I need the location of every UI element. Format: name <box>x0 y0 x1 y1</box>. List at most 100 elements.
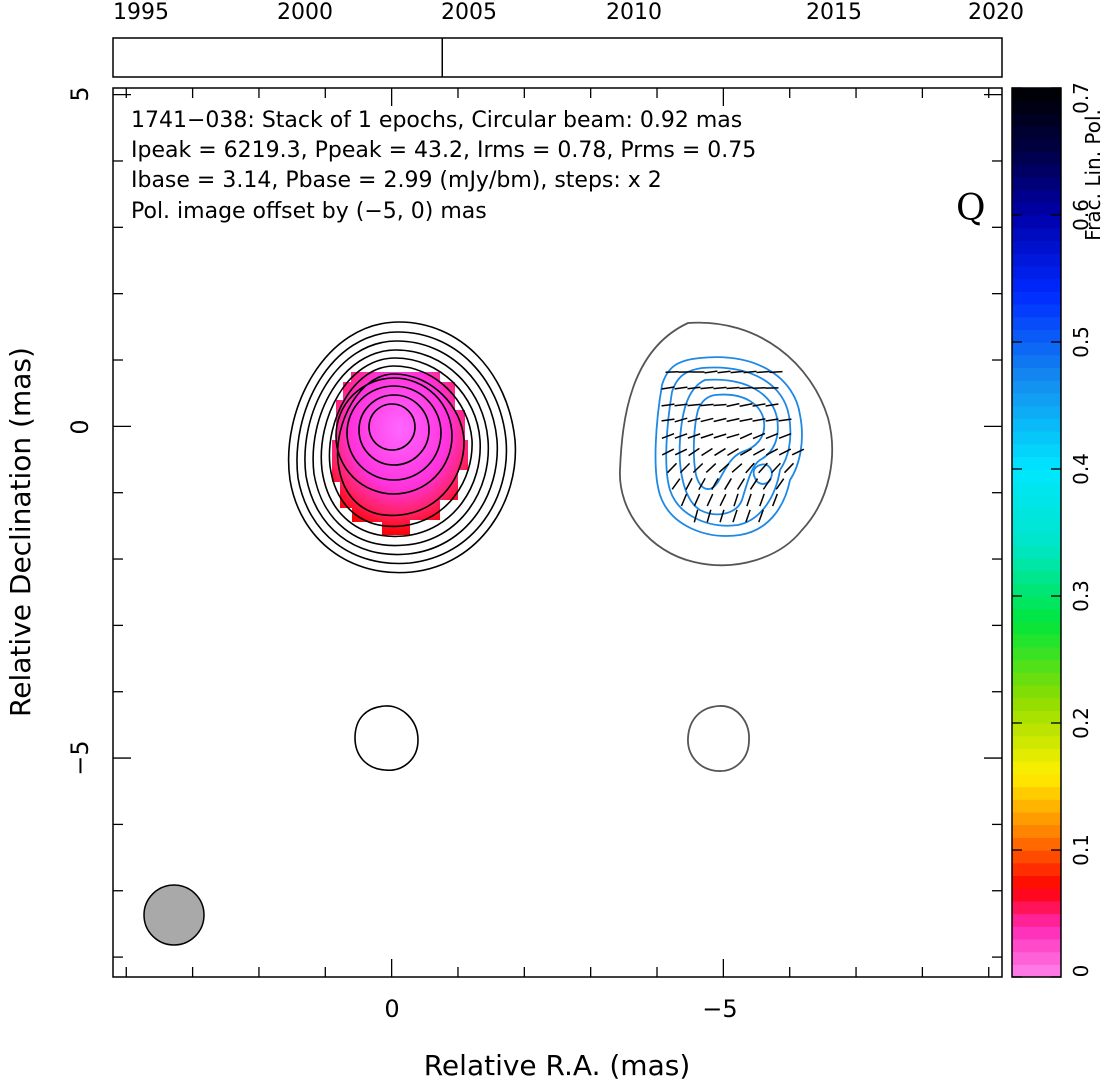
colorbar-swatch <box>1012 938 1061 953</box>
evpa-stick <box>718 463 730 473</box>
colorbar-tick-label: 0.5 <box>1069 326 1093 358</box>
colorbar-swatch <box>1012 659 1061 673</box>
contour-level <box>346 385 442 481</box>
evpa-stick <box>693 509 699 523</box>
evpa-stick <box>778 448 792 456</box>
colorbar-swatch <box>1012 100 1061 114</box>
evpa-stick <box>745 462 755 474</box>
colorbar-swatch <box>1012 684 1061 699</box>
colorbar-swatch <box>1012 418 1061 432</box>
colorbar-swatch <box>1012 507 1061 521</box>
evpa-stick <box>739 418 753 422</box>
contour-level <box>312 349 490 547</box>
colorbar-swatch <box>1012 367 1061 381</box>
intensity-outline <box>619 321 833 567</box>
evpa-stick <box>791 448 805 456</box>
colorbar-swatch <box>1012 405 1061 419</box>
axis-ticks <box>113 88 1002 977</box>
contour-level <box>665 366 792 527</box>
colorbar-ticks: 0 0.1 0.2 0.3 0.4 0.5 0.6 0.7 <box>1012 82 1093 978</box>
colorbar-swatch <box>1012 227 1061 241</box>
info-line: Ipeak = 6219.3, Ppeak = 43.2, Irms = 0.7… <box>131 138 756 163</box>
contour-level <box>287 321 517 574</box>
colorbar-swatch <box>1012 443 1061 457</box>
colorbar-swatch <box>1012 786 1061 800</box>
evpa-stick <box>756 370 770 374</box>
contour-level <box>328 365 473 528</box>
contour-level <box>678 378 779 516</box>
colorbar-swatch <box>1012 799 1061 813</box>
evpa-stick <box>661 403 675 407</box>
colorbar-swatch <box>1012 278 1061 292</box>
evpa-stick <box>688 447 700 457</box>
info-line: Ibase = 3.14, Pbase = 2.99 (mJy/bm), ste… <box>131 168 662 193</box>
colorbar-frame <box>1011 87 1062 978</box>
evpa-stick <box>674 448 688 456</box>
polarized-intensity-contours <box>654 356 803 537</box>
colorbar-swatch <box>1012 354 1061 368</box>
evpa-stick <box>700 417 714 423</box>
colorbar-swatch <box>1012 494 1061 508</box>
colorbar-swatch <box>1012 735 1061 749</box>
colorbar-swatch <box>1012 621 1061 635</box>
evpa-stick <box>674 403 688 407</box>
colorbar-swatch <box>1012 189 1061 203</box>
band-label: Q <box>956 188 986 229</box>
colorbar-swatch <box>1012 316 1061 330</box>
evpa-stick <box>727 448 739 456</box>
colorbar-swatch <box>1012 291 1061 305</box>
evpa-stick <box>752 448 766 456</box>
y-axis-label: Relative Declination (mas) <box>4 347 37 717</box>
evpa-stick <box>674 386 688 390</box>
contour-level <box>752 463 773 485</box>
evpa-stick <box>687 433 701 439</box>
colorbar-swatch <box>1012 456 1061 470</box>
colorbar-swatch <box>1012 951 1061 965</box>
evpa-stick <box>671 478 681 490</box>
contour-level <box>354 705 419 771</box>
colorbar-swatch <box>1012 850 1061 864</box>
evpa-stick <box>778 418 792 422</box>
colorbar-swatch <box>1012 862 1061 876</box>
evpa-stick <box>685 477 693 491</box>
colorbar-swatch <box>1012 545 1061 559</box>
evpa-stick <box>693 493 701 507</box>
evpa-stick <box>713 433 727 439</box>
colorbar-swatch <box>1012 519 1061 534</box>
map-annotations: 1741−038: Stack of 1 epochs, Circular be… <box>131 108 986 229</box>
evpa-stick <box>783 462 795 474</box>
evpa-stick <box>700 433 714 439</box>
evpa-stick <box>733 493 739 507</box>
colorbar-swatches <box>1012 88 1061 978</box>
y-tick-label: −5 <box>66 740 94 775</box>
y-tick-label: 0 <box>66 419 94 434</box>
year-label: 2005 <box>441 0 497 25</box>
evpa-stick <box>719 509 725 523</box>
colorbar-swatch <box>1012 557 1061 572</box>
intensity-contours <box>287 321 517 771</box>
evpa-stick <box>706 509 712 523</box>
x-tick-label: −5 <box>702 995 737 1023</box>
colorbar-swatch <box>1012 303 1061 318</box>
evpa-stick <box>661 432 675 440</box>
x-axis-label: Relative R.A. (mas) <box>424 1049 691 1082</box>
colorbar-swatch <box>1012 596 1061 610</box>
evpa-stick <box>700 386 714 390</box>
colorbar-swatch <box>1012 634 1061 648</box>
evpa-stick <box>711 477 719 491</box>
contour-level <box>336 373 465 517</box>
evpa-stick <box>739 448 753 456</box>
colorbar-swatch <box>1012 481 1061 495</box>
evpa-stick <box>679 462 691 474</box>
evpa-stick <box>726 433 740 439</box>
colorbar-swatch <box>1012 88 1061 102</box>
polarization-image <box>619 321 833 772</box>
colorbar: 0 0.1 0.2 0.3 0.4 0.5 0.6 0.7 Frac. Lin. Pol. <box>1011 82 1105 978</box>
intensity-outline <box>687 705 750 772</box>
evpa-stick <box>713 403 727 407</box>
evpa-stick <box>736 478 746 490</box>
evpa-stick <box>724 478 732 490</box>
contour-level <box>335 377 453 495</box>
evpa-stick <box>726 402 740 408</box>
colorbar-tick-label: 0.3 <box>1069 580 1093 612</box>
